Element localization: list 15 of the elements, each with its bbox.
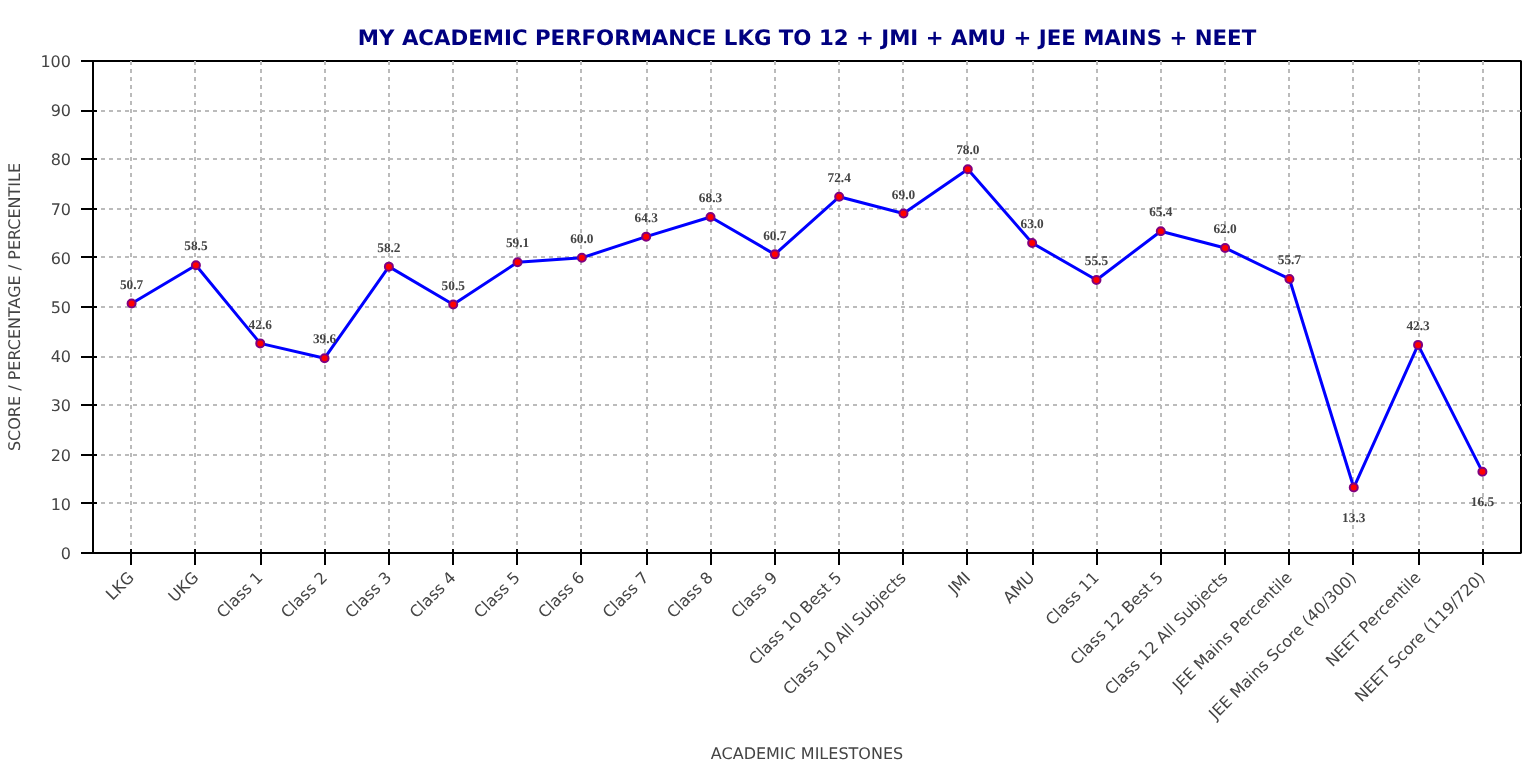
y-tick-label: 90 [50,102,72,121]
chart-title: MY ACADEMIC PERFORMANCE LKG TO 12 + JMI + AMU + JEE MAINS + NEET [357,25,1258,51]
y-tick-label: 50 [50,299,72,317]
y-tick-label: 30 [50,397,72,416]
x-tick-label: JMI [943,568,975,600]
y-tick-label: 70 [50,200,72,219]
y-tick-label: 20 [50,446,72,465]
y-tick-label: 80 [50,151,72,170]
y-tick-label: 10 [50,495,72,514]
y-axis-title: SCORE / PERCENTAGE / PERCENTILE [6,162,25,452]
x-axis-title: ACADEMIC MILESTONES [710,745,904,764]
y-tick-label: 0 [60,545,72,563]
y-tick-label: 40 [50,348,72,367]
y-tick-label: 60 [50,249,72,268]
y-tick-label: 100 [40,53,72,71]
